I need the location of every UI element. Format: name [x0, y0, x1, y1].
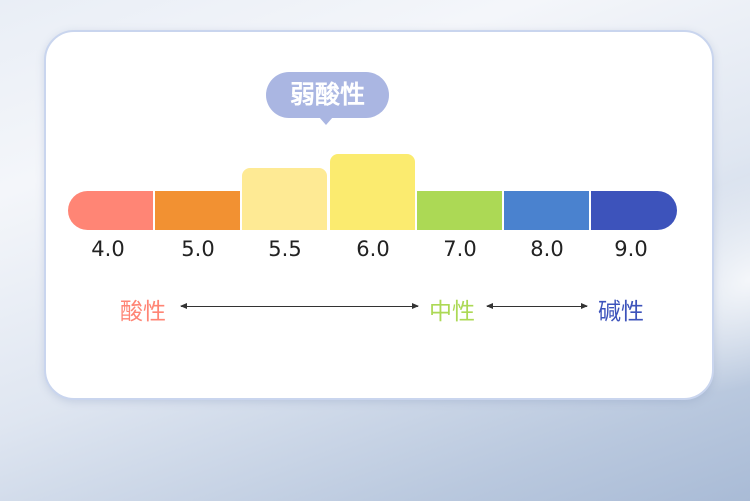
weak-acid-bubble: 弱酸性: [266, 72, 389, 118]
ph-segment-6.0: [330, 154, 415, 230]
ph-value-label: 9.0: [614, 237, 648, 261]
acidic-label: 酸性: [120, 299, 166, 325]
neutral-label: 中性: [429, 299, 475, 325]
ph-segment-5.0: [155, 191, 240, 230]
bubble-pointer: [319, 117, 333, 125]
ph-segment-5.5: [242, 168, 327, 230]
ph-value-label: 8.0: [530, 237, 564, 261]
ph-value-label: 7.0: [443, 237, 477, 261]
ph-segment-9.0: [591, 191, 677, 230]
double-arrow-icon: [180, 303, 419, 309]
alkaline-label: 碱性: [598, 299, 644, 325]
double-arrow-icon: [486, 303, 588, 309]
ph-value-label: 4.0: [91, 237, 125, 261]
ph-segment-8.0: [504, 191, 589, 230]
ph-segment-7.0: [417, 191, 502, 230]
ph-value-label: 5.0: [181, 237, 215, 261]
ph-value-label: 6.0: [356, 237, 390, 261]
ph-value-label: 5.5: [268, 237, 302, 261]
ph-segment-4.0: [68, 191, 153, 230]
